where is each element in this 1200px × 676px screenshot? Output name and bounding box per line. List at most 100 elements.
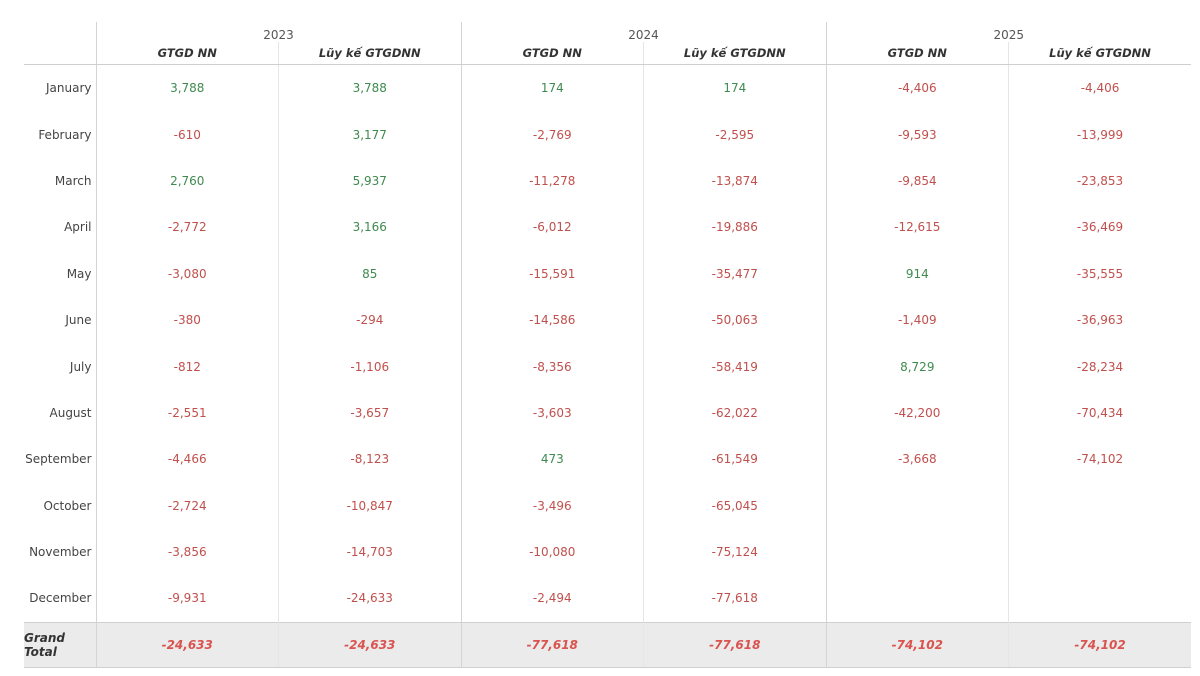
sub-header-luyke-2024: Lũy kế GTGDNN xyxy=(643,42,827,65)
value-cell: -23,853 xyxy=(1008,157,1192,205)
value-cell: -9,854 xyxy=(825,157,1009,205)
table-row: June -380 -294 -14,586 -50,063 -1,409 -36,963 xyxy=(24,296,1192,344)
value-cell: -9,931 xyxy=(95,575,279,623)
value-cell: -3,668 xyxy=(825,436,1009,483)
value-cell: 473 xyxy=(460,436,644,483)
sub-header-gtgd-2023: GTGD NN xyxy=(95,42,279,65)
month-label: July xyxy=(69,359,92,374)
value-cell: -62,022 xyxy=(643,389,827,437)
value-cell: 85 xyxy=(278,250,462,297)
value-cell: -1,409 xyxy=(825,296,1009,344)
value-cell xyxy=(825,528,1009,576)
value-cell: -8,123 xyxy=(278,436,462,483)
table-row: August -2,551 -3,657 -3,603 -62,022 -42,200 -7… xyxy=(24,389,1192,437)
table-body: January 3,788 3,788 174 174 -4,406 -4,406 Febru… xyxy=(24,64,1192,668)
value-cell: -380 xyxy=(95,296,279,344)
value-cell: -35,477 xyxy=(643,250,827,297)
value-cell: -14,586 xyxy=(460,296,644,344)
value-cell: -3,496 xyxy=(460,482,644,529)
value-cell: -70,434 xyxy=(1008,389,1192,437)
month-label: December xyxy=(29,591,92,606)
corner-cell-sub xyxy=(24,42,96,65)
value-cell: -3,080 xyxy=(95,250,279,297)
month-label: August xyxy=(49,405,92,420)
value-cell: -6,012 xyxy=(460,204,644,251)
value-cell: -42,200 xyxy=(825,389,1009,437)
value-cell xyxy=(1008,575,1192,623)
value-cell: -50,063 xyxy=(643,296,827,344)
value-cell: -19,886 xyxy=(643,204,827,251)
value-cell xyxy=(1008,528,1192,576)
value-cell xyxy=(1008,482,1192,529)
value-cell: -8,356 xyxy=(460,343,644,390)
value-cell: -3,603 xyxy=(460,389,644,437)
month-label: March xyxy=(54,173,92,188)
value-cell: -812 xyxy=(95,343,279,390)
value-cell: -74,102 xyxy=(1008,436,1192,483)
table-row: December -9,931 -24,633 -2,494 -77,618 xyxy=(24,575,1192,623)
grand-total-row: Grand Total -24,633 -24,633 -77,618 -77,618-… xyxy=(24,621,1192,668)
grand-total-cell: -74,102 xyxy=(1008,621,1192,668)
table-row: February -610 3,177 -2,769 -2,595 -9,593 -13,9… xyxy=(24,111,1192,158)
value-cell: -77,618 xyxy=(643,575,827,623)
value-cell: -10,847 xyxy=(278,482,462,529)
grand-total-label: Grand Total xyxy=(24,621,96,668)
value-cell: -75,124 xyxy=(643,528,827,576)
value-cell: 3,788 xyxy=(95,64,279,112)
value-cell: -58,419 xyxy=(643,343,827,390)
month-label: January xyxy=(46,81,92,96)
value-cell: -9,593 xyxy=(825,111,1009,158)
grand-total-cell: -77,618 xyxy=(643,621,827,668)
table-row: July -812 -1,106 -8,356 -58,419 8,729 -28,234 xyxy=(24,343,1192,390)
value-cell: -1,106 xyxy=(278,343,462,390)
value-cell: -3,856 xyxy=(95,528,279,576)
value-cell: -2,551 xyxy=(95,389,279,437)
value-cell: -24,633 xyxy=(278,575,462,623)
month-label: November xyxy=(29,545,92,560)
foreign-trading-table: 2023 2024 2025 GTGD NN Lũy kế GTGDNN GTG… xyxy=(24,22,1192,668)
year-header-2025: 2025 xyxy=(825,22,1192,42)
month-label: June xyxy=(65,313,92,328)
value-cell: -11,278 xyxy=(460,157,644,205)
sub-header-gtgd-2024: GTGD NN xyxy=(460,42,644,65)
sub-header-luyke-2023: Lũy kế GTGDNN xyxy=(278,42,462,65)
value-cell: 3,788 xyxy=(278,64,462,112)
value-cell: 914 xyxy=(825,250,1009,297)
value-cell: -65,045 xyxy=(643,482,827,529)
month-label: September xyxy=(25,452,92,467)
value-cell: -2,494 xyxy=(460,575,644,623)
value-cell: -2,724 xyxy=(95,482,279,529)
value-cell: 3,177 xyxy=(278,111,462,158)
value-cell: 5,937 xyxy=(278,157,462,205)
value-cell: 174 xyxy=(643,64,827,112)
table-row: November -3,856 -14,703 -10,080 -75,124 xyxy=(24,528,1192,576)
value-cell: -12,615 xyxy=(825,204,1009,251)
year-header-2023: 2023 xyxy=(95,22,462,42)
table-row: October -2,724 -10,847 -3,496 -65,045 xyxy=(24,482,1192,529)
value-cell: -28,234 xyxy=(1008,343,1192,390)
value-cell: -2,769 xyxy=(460,111,644,158)
value-cell: -4,466 xyxy=(95,436,279,483)
value-cell: -4,406 xyxy=(825,64,1009,112)
pivot-table-container: 2023 2024 2025 GTGD NN Lũy kế GTGDNN GTG… xyxy=(24,22,1192,668)
sub-header-luyke-2025: Lũy kế GTGDNN xyxy=(1008,42,1192,65)
value-cell: -13,874 xyxy=(643,157,827,205)
value-cell: -15,591 xyxy=(460,250,644,297)
sub-header-row: GTGD NN Lũy kế GTGDNN GTGD NN Lũy kế GTG… xyxy=(24,42,1192,65)
value-cell: -35,555 xyxy=(1008,250,1192,297)
value-cell: -14,703 xyxy=(278,528,462,576)
value-cell: -36,469 xyxy=(1008,204,1192,251)
month-label: April xyxy=(64,220,92,235)
value-cell: -294 xyxy=(278,296,462,344)
value-cell: 3,166 xyxy=(278,204,462,251)
value-cell: -36,963 xyxy=(1008,296,1192,344)
month-label: October xyxy=(43,498,92,513)
table-row: April -2,772 3,166 -6,012 -19,886 -12,615 -36,… xyxy=(24,204,1192,251)
table-row: May -3,080 85 -15,591 -35,477 914 -35,555 xyxy=(24,250,1192,297)
value-cell xyxy=(825,575,1009,623)
grand-total-cell: -24,633 xyxy=(278,621,462,668)
month-label: February xyxy=(38,127,92,142)
value-cell: -610 xyxy=(95,111,279,158)
grand-total-cell: -74,102 xyxy=(825,621,1009,668)
value-cell: -13,999 xyxy=(1008,111,1192,158)
